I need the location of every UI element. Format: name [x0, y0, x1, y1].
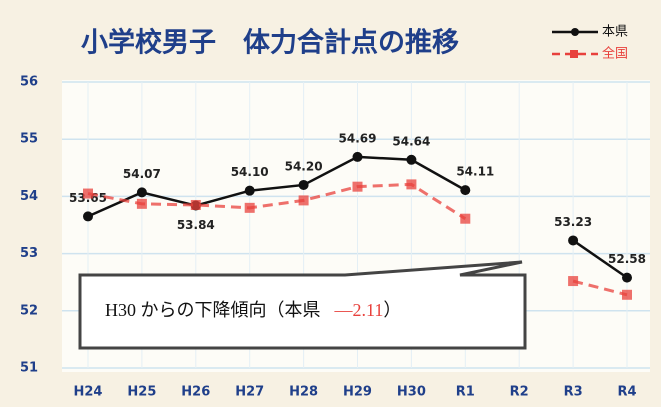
y-tick-label: 56	[20, 75, 38, 90]
marker	[406, 179, 417, 190]
annotation: H30 からの下降傾向（本県	[105, 300, 321, 320]
data-label: 54.11	[456, 165, 494, 179]
marker	[406, 154, 417, 165]
series-line	[572, 239, 628, 279]
annotation-text: H30 からの下降傾向（本県 —2.11）	[105, 300, 401, 320]
x-tick-label: H24	[74, 385, 103, 400]
data-label: 53.23	[554, 215, 592, 229]
marker	[83, 188, 93, 199]
data-label: 54.07	[123, 167, 161, 181]
callout	[78, 260, 527, 350]
legend-marker	[571, 28, 579, 36]
marker	[244, 185, 255, 196]
annotation-value: —2.11	[334, 300, 384, 320]
marker	[622, 272, 632, 283]
marker	[352, 181, 363, 192]
marker	[244, 202, 255, 213]
x-tick-label: R3	[564, 385, 583, 400]
y-tick-label: 53	[20, 246, 38, 261]
marker	[352, 151, 363, 162]
data-label: 54.64	[392, 134, 430, 148]
plot: 51 52 53 54 55 56 H24 H25 H26 H27 H28 H29 H30 R1 R2 R3 R…	[20, 75, 650, 400]
marker	[568, 276, 579, 287]
marker	[136, 187, 147, 198]
chart-title: 小学校男子 体力合計点の推移	[81, 27, 459, 59]
x-tick-label: H25	[127, 385, 156, 400]
marker	[83, 211, 93, 222]
x-tick-label: H30	[397, 385, 426, 400]
legend-label: 本県	[602, 25, 628, 40]
y-tick-label: 54	[20, 189, 38, 204]
series-line	[572, 279, 628, 297]
x-tick-label: R1	[456, 385, 475, 400]
marker	[460, 213, 471, 224]
marker	[136, 198, 147, 209]
series-line	[87, 155, 466, 218]
annotation-end: ）	[383, 300, 401, 320]
x-tick-label: H28	[289, 385, 318, 400]
data-label: 52.58	[608, 252, 646, 266]
data-label: 54.10	[231, 165, 269, 179]
data-label: 54.20	[285, 159, 323, 173]
x-tick-label: H27	[235, 385, 264, 400]
marker	[298, 179, 309, 190]
annotation-box: H30 からの下降傾向（本県 —2.11）	[78, 260, 527, 350]
legend-marker	[570, 50, 578, 58]
x-tick-label: R2	[510, 385, 529, 400]
marker	[190, 199, 201, 210]
y-tick-label: 51	[20, 361, 38, 376]
y-tick-label: 55	[20, 132, 38, 147]
marker	[622, 289, 632, 300]
data-label: 54.69	[339, 131, 377, 145]
data-label: 53.84	[177, 218, 215, 232]
y-tick-label: 52	[20, 303, 38, 318]
x-tick-label: H29	[343, 385, 372, 400]
legend-label: 全国	[602, 46, 628, 62]
marker	[568, 235, 579, 246]
marker	[460, 185, 471, 196]
marker	[298, 195, 309, 206]
x-tick-label: H26	[181, 385, 210, 400]
x-tick-label: R4	[617, 385, 636, 400]
